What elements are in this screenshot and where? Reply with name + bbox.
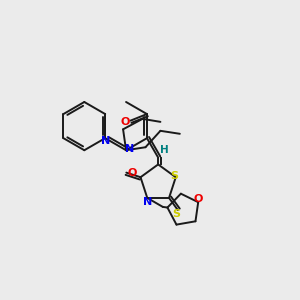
- Text: O: O: [121, 117, 130, 127]
- Text: N: N: [142, 196, 152, 206]
- Text: S: S: [170, 171, 178, 181]
- Text: N: N: [101, 136, 110, 146]
- Text: N: N: [125, 144, 134, 154]
- Text: O: O: [127, 168, 136, 178]
- Text: S: S: [172, 209, 180, 220]
- Text: H: H: [160, 145, 169, 155]
- Text: O: O: [194, 194, 203, 204]
